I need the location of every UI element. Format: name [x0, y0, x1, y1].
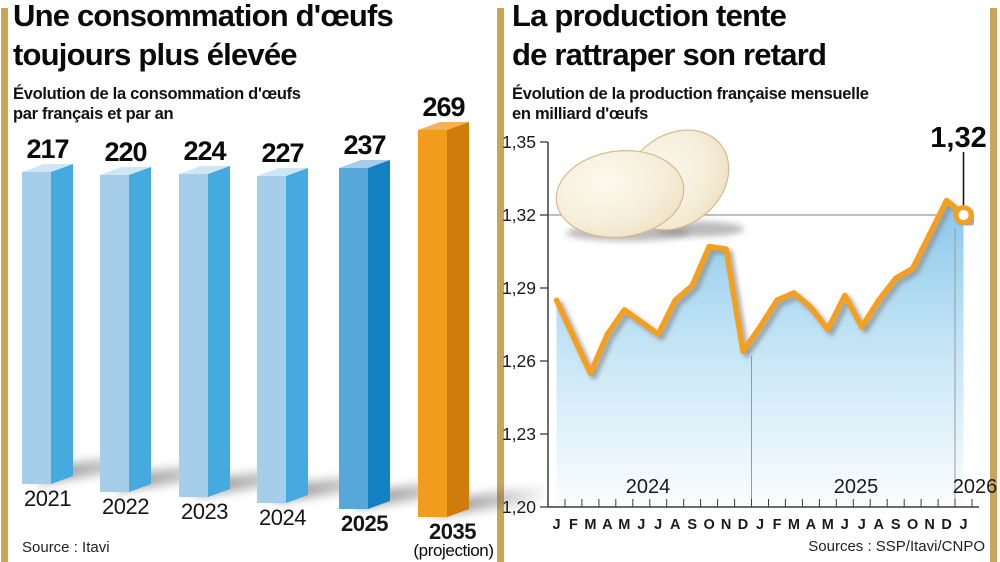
year-label: 2025 — [834, 476, 879, 498]
left-title-line2: toujours plus élevée — [13, 37, 298, 72]
bar-year-label: 2023 — [181, 499, 228, 524]
bar — [179, 174, 208, 497]
month-label: M — [618, 517, 630, 533]
bar — [100, 175, 129, 492]
month-label: N — [924, 517, 934, 533]
month-label: M — [822, 517, 834, 533]
month-label: A — [806, 517, 817, 533]
month-label: O — [907, 517, 918, 533]
bar-side-face — [368, 159, 390, 509]
bar-side-face — [129, 166, 151, 492]
bar — [257, 176, 286, 503]
month-label: J — [637, 517, 645, 533]
bar — [418, 130, 447, 517]
month-label: N — [721, 517, 731, 533]
month-label: J — [959, 517, 967, 533]
eggs-illustration — [555, 129, 744, 241]
bar-year-label: 2035 — [429, 519, 476, 544]
bar-value-label: 269 — [422, 92, 465, 122]
endpoint-callout: 1,32 — [930, 122, 986, 154]
y-tick-label: 1,32 — [502, 205, 536, 225]
left-source: Source : Itavi — [22, 539, 110, 556]
month-label: F — [773, 517, 782, 533]
month-label: D — [941, 517, 951, 533]
right-title-line2: de rattraper son retard — [512, 37, 827, 72]
frame-border-right — [990, 8, 997, 562]
month-label: D — [738, 517, 748, 533]
bar-value-label: 227 — [261, 138, 304, 168]
month-label: O — [703, 517, 714, 533]
y-tick-label: 1,20 — [502, 497, 536, 517]
month-label: M — [788, 517, 800, 533]
bar-side-face — [286, 167, 308, 503]
right-subtitle-line2: en milliard d'œufs — [512, 105, 649, 123]
month-label: S — [687, 517, 697, 533]
area-fill — [556, 200, 964, 507]
right-subtitle-line1: Évolution de la production française men… — [512, 85, 869, 103]
y-tick-label: 1,23 — [502, 424, 536, 444]
left-subtitle: Évolution de la consommation d'œufs par … — [13, 84, 301, 124]
left-subtitle-line2: par français et par an — [13, 105, 174, 123]
month-label: A — [602, 517, 613, 533]
month-label: A — [873, 517, 884, 533]
year-label: 2026 — [953, 476, 998, 498]
bar — [22, 172, 51, 484]
month-label: M — [584, 517, 596, 533]
left-title: Une consommation d'œufs toujours plus él… — [13, 0, 394, 74]
projection-note: (projection) — [413, 541, 494, 560]
month-label: J — [858, 517, 866, 533]
right-title: La production tente de rattraper son ret… — [512, 0, 827, 74]
month-label: A — [670, 517, 681, 533]
left-subtitle-line1: Évolution de la consommation d'œufs — [13, 85, 301, 103]
left-title-line1: Une consommation d'œufs — [13, 0, 394, 33]
month-label: J — [552, 517, 560, 533]
right-title-line1: La production tente — [512, 0, 787, 33]
month-label: F — [569, 517, 578, 533]
bar-value-label: 217 — [26, 134, 69, 164]
bar-year-label: 2025 — [341, 511, 388, 536]
bar-year-label: 2021 — [24, 486, 71, 511]
frame-border-left — [1, 8, 8, 562]
y-tick-label: 1,29 — [502, 278, 536, 298]
month-label: J — [756, 517, 764, 533]
bar-side-face — [208, 165, 230, 497]
data-line — [553, 197, 967, 376]
bar-value-label: 237 — [343, 130, 386, 160]
production-line-chart: 1,35 1,32 1,29 1,26 1,23 1,20 2024 2025 2026 J F M A… — [500, 100, 1000, 562]
frame-border-center — [497, 8, 504, 562]
bar-side-face — [447, 121, 469, 518]
month-label: S — [891, 517, 901, 533]
month-label: J — [841, 517, 849, 533]
bar-year-label: 2022 — [102, 494, 149, 519]
bar-side-face — [51, 163, 73, 484]
bar-value-label: 220 — [104, 137, 147, 167]
bar — [339, 168, 368, 509]
endpoint-marker — [953, 205, 974, 225]
year-label: 2024 — [626, 476, 671, 498]
month-label: J — [654, 517, 662, 533]
bar-year-label: 2024 — [259, 505, 306, 530]
right-source: Sources : SSP/Itavi/CNPO — [808, 538, 985, 555]
y-tick-label: 1,26 — [502, 351, 536, 371]
y-tick-label: 1,35 — [502, 132, 536, 152]
right-subtitle: Évolution de la production française men… — [512, 84, 869, 124]
bar-value-label: 224 — [183, 136, 226, 166]
